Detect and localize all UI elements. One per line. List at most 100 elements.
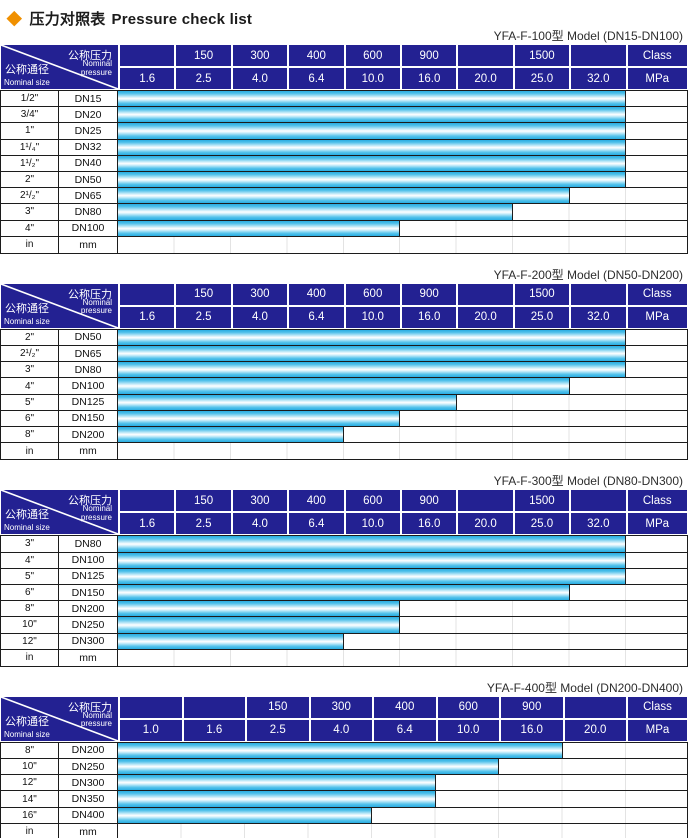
corner-nominal-size-en: Nominal size bbox=[4, 78, 50, 87]
pressure-range-bar bbox=[118, 107, 626, 123]
class-value-header-cell: 1500 bbox=[514, 490, 570, 512]
mpa-value-header-cell: 10.0 bbox=[345, 68, 400, 89]
mpa-value-header-cell: 32.0 bbox=[571, 306, 626, 328]
class-unit-header-cell: Class bbox=[627, 283, 687, 305]
pressure-table: YFA-F-200型 Model (DN50-DN200) 公称压力 Nominal… bbox=[0, 268, 688, 461]
dn-size-cell: DN200 bbox=[59, 742, 118, 759]
pressure-range-bar bbox=[118, 91, 626, 107]
pressure-bar-track bbox=[118, 155, 687, 171]
pressure-range-bar bbox=[118, 601, 401, 617]
class-value-header-cell bbox=[571, 45, 626, 66]
dn-size-cell: DN50 bbox=[59, 329, 118, 346]
pressure-range-bar bbox=[118, 427, 344, 443]
class-value-header-cell: 400 bbox=[289, 490, 344, 512]
class-unit-header-cell: Class bbox=[628, 696, 687, 718]
pressure-bar-track bbox=[118, 171, 687, 188]
inch-size-cell: 4" bbox=[1, 378, 59, 394]
dn-size-cell: DN250 bbox=[59, 617, 118, 633]
pressure-table: YFA-F-300型 Model (DN80-DN300) 公称压力 Nominal… bbox=[0, 474, 688, 667]
pressure-bar-track bbox=[118, 220, 687, 236]
table-body: 2" DN50 2¹/₂" DN65 3" DN80 4" DN100 5" DN125 6" DN1… bbox=[0, 328, 688, 461]
pressure-range-bar bbox=[118, 220, 401, 236]
pressure-table: YFA-F-100型 Model (DN15-DN100) 公称压力 Nominal… bbox=[0, 29, 688, 254]
mpa-unit-header-cell: MPa bbox=[627, 306, 687, 328]
class-value-header-cell: 300 bbox=[232, 45, 288, 66]
size-row: 10" DN250 bbox=[1, 759, 687, 776]
corner-cell: 公称压力 Nominal pressure 公称通径 Nominal size bbox=[1, 45, 118, 89]
size-row: 1¹/₄" DN32 bbox=[1, 139, 687, 156]
dn-size-cell: DN15 bbox=[59, 91, 118, 107]
dn-size-cell: DN40 bbox=[59, 155, 118, 171]
class-value-header-cell: 900 bbox=[501, 696, 563, 718]
size-row: 2¹/₂" DN65 bbox=[1, 188, 687, 205]
class-value-header-cell: 1500 bbox=[514, 283, 570, 305]
mpa-value-header-cell: 1.0 bbox=[120, 719, 182, 741]
class-value-header-cell bbox=[571, 490, 626, 512]
class-value-header-cell: 600 bbox=[345, 490, 400, 512]
pressure-bar-track bbox=[118, 362, 687, 378]
inch-size-cell: 2¹/₂" bbox=[1, 188, 59, 204]
inch-size-cell: 2" bbox=[1, 329, 59, 346]
pressure-range-bar bbox=[118, 139, 626, 155]
class-value-header-cell bbox=[120, 283, 175, 305]
size-row: 8" DN200 bbox=[1, 427, 687, 444]
dn-size-cell: DN100 bbox=[59, 378, 118, 394]
mpa-value-header-cell: 1.6 bbox=[120, 306, 175, 328]
dn-size-cell: DN32 bbox=[59, 139, 118, 155]
pressure-range-bar bbox=[118, 552, 626, 568]
pressure-range-bar bbox=[118, 329, 626, 346]
size-row: 8" DN200 bbox=[1, 601, 687, 618]
size-row: 4" DN100 bbox=[1, 220, 687, 237]
pressure-range-bar bbox=[118, 807, 372, 823]
pressure-bar-track bbox=[118, 427, 687, 443]
pressure-bar-track bbox=[118, 123, 687, 139]
page-title-zh: 压力对照表 bbox=[29, 10, 106, 28]
size-row: 12" DN300 bbox=[1, 633, 687, 650]
mpa-value-header-cell: 16.0 bbox=[501, 719, 563, 741]
class-value-header-cell: 600 bbox=[437, 696, 499, 718]
mpa-unit-header-cell: MPa bbox=[627, 68, 687, 89]
class-value-header-cell bbox=[458, 283, 513, 305]
class-value-header-cell: 150 bbox=[176, 490, 231, 512]
size-row: 3" DN80 bbox=[1, 362, 687, 379]
class-value-header-cell: 300 bbox=[232, 490, 288, 512]
pressure-bar-track bbox=[118, 91, 687, 107]
size-row: 3" DN80 bbox=[1, 204, 687, 221]
class-value-header-cell: 1500 bbox=[514, 45, 570, 66]
dn-size-cell: DN350 bbox=[59, 791, 118, 807]
inch-size-cell: 10" bbox=[1, 759, 59, 775]
mpa-value-header-cell: 25.0 bbox=[514, 68, 570, 89]
inch-size-cell: 6" bbox=[1, 410, 59, 426]
pressure-bar-track bbox=[118, 188, 687, 204]
mpa-value-header-cell: 16.0 bbox=[401, 306, 457, 328]
mpa-value-header-cell: 10.0 bbox=[345, 306, 400, 328]
class-value-header-cell: 900 bbox=[401, 283, 457, 305]
dn-size-cell: DN200 bbox=[59, 601, 118, 617]
mpa-value-header-cell: 25.0 bbox=[514, 306, 570, 328]
mpa-value-header-cell: 4.0 bbox=[232, 513, 288, 535]
mm-unit-cell: mm bbox=[59, 649, 118, 666]
pressure-bar-track bbox=[118, 107, 687, 123]
table-title: YFA-F-200型 Model (DN50-DN200) bbox=[493, 267, 683, 282]
mpa-value-header-cell: 10.0 bbox=[437, 719, 499, 741]
size-row: 2" DN50 bbox=[1, 171, 687, 189]
pressure-bar-track bbox=[118, 394, 687, 410]
table-title: YFA-F-100型 Model (DN15-DN100) bbox=[493, 29, 683, 43]
inch-size-cell: 12" bbox=[1, 633, 59, 649]
class-value-header-cell bbox=[458, 490, 513, 512]
pressure-range-bar bbox=[118, 775, 436, 791]
pressure-bar-track bbox=[118, 329, 687, 346]
dn-size-cell: DN125 bbox=[59, 394, 118, 410]
corner-nominal-pressure-zh: 公称压力 bbox=[68, 495, 112, 508]
diagonal-divider-line bbox=[1, 45, 118, 89]
dn-size-cell: DN65 bbox=[59, 346, 118, 362]
mpa-value-header-cell: 20.0 bbox=[458, 68, 513, 89]
pressure-range-bar bbox=[118, 204, 514, 220]
corner-nominal-size-en: Nominal size bbox=[4, 729, 50, 739]
inch-unit-cell: in bbox=[1, 823, 59, 838]
size-row: 5" DN125 bbox=[1, 568, 687, 585]
inch-size-cell: 10" bbox=[1, 617, 59, 633]
inch-size-cell: 8" bbox=[1, 601, 59, 617]
mpa-value-header-cell: 20.0 bbox=[458, 306, 513, 328]
size-row: 4" DN100 bbox=[1, 378, 687, 395]
